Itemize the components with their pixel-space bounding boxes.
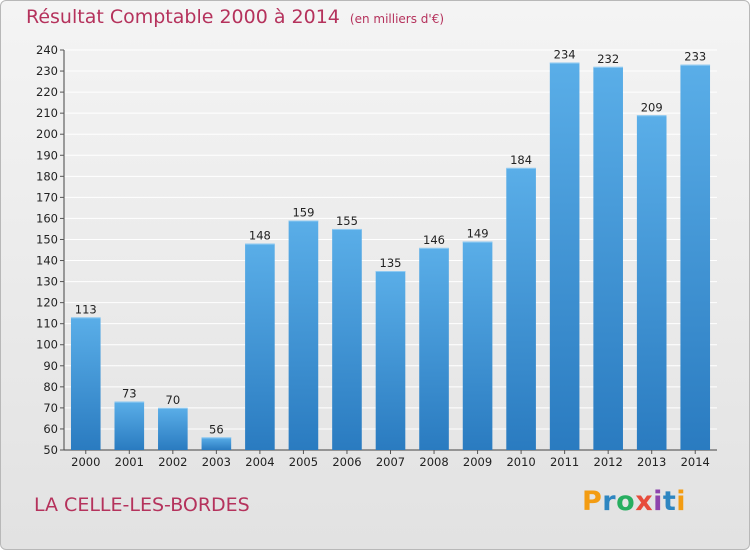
bar-2002 xyxy=(158,407,188,450)
x-tick-label: 2007 xyxy=(376,455,405,469)
y-tick-label: 150 xyxy=(36,232,58,246)
logo-letter: r xyxy=(602,486,617,517)
data-label-2012: 232 xyxy=(597,52,619,66)
logo-letter: i xyxy=(676,486,687,517)
x-tick-label: 2013 xyxy=(637,455,666,469)
y-tick-label: 130 xyxy=(36,275,58,289)
bar-2001 xyxy=(114,401,145,450)
data-label-2006: 155 xyxy=(336,214,358,228)
y-tick-labels: 50 60 70 80 90 100 110 120 130 140 150 160 170 180 190… xyxy=(36,43,64,457)
bar-2013 xyxy=(636,115,667,451)
data-label-2014: 233 xyxy=(684,50,706,64)
x-tick-label: 2001 xyxy=(115,455,144,469)
data-label-2003: 56 xyxy=(209,422,224,436)
data-label-2013: 209 xyxy=(641,100,663,114)
y-tick-label: 100 xyxy=(36,338,58,352)
y-tick-label: 50 xyxy=(43,443,58,457)
x-tick-label: 2010 xyxy=(506,455,535,469)
data-label-2011: 234 xyxy=(554,48,576,62)
y-tick-label: 120 xyxy=(36,296,58,310)
x-tick-label: 2003 xyxy=(202,455,231,469)
bar-2006 xyxy=(332,228,362,450)
data-label-2007: 135 xyxy=(380,256,402,270)
x-tick-label: 2012 xyxy=(594,455,623,469)
bar-2014 xyxy=(680,64,711,450)
y-tick-label: 210 xyxy=(36,106,58,120)
y-tick-label: 160 xyxy=(36,211,58,225)
logo-letter: P xyxy=(582,486,603,517)
y-tick-label: 140 xyxy=(36,254,58,268)
chart-subtitle: (en milliers d'€) xyxy=(349,12,445,26)
y-tick-label: 220 xyxy=(36,85,58,99)
x-tick-label: 2004 xyxy=(245,455,274,469)
x-tick-label: 2005 xyxy=(289,455,318,469)
y-tick-label: 240 xyxy=(36,43,58,57)
bar-2000 xyxy=(70,317,101,450)
y-tick-label: 110 xyxy=(36,317,58,331)
chart-title: Résultat Comptable 2000 à 2014 (en millie… xyxy=(26,6,444,28)
logo-letter: t xyxy=(662,486,677,517)
y-tick-label: 70 xyxy=(43,401,58,415)
bar-2007 xyxy=(375,271,406,450)
data-label-2008: 146 xyxy=(423,233,445,247)
data-label-2001: 73 xyxy=(122,387,137,401)
x-tick-labels: 2000 2001 2002 2003 2004 2005 2006 2007 2008 2009… xyxy=(71,450,710,469)
y-tick-label: 170 xyxy=(36,190,58,204)
data-label-2005: 159 xyxy=(292,206,314,220)
chart-title-text: Résultat Comptable 2000 à 2014 xyxy=(26,6,340,28)
data-label-2009: 149 xyxy=(467,227,489,241)
y-tick-label: 60 xyxy=(43,422,58,436)
bar-2012 xyxy=(593,66,623,450)
y-tick-label: 90 xyxy=(43,359,58,373)
bar-2003 xyxy=(201,437,232,450)
x-tick-label: 2008 xyxy=(419,455,448,469)
bar-2005 xyxy=(288,220,319,450)
bar-2010 xyxy=(506,167,536,451)
y-tick-label: 230 xyxy=(36,64,58,78)
proxiti-logo: Proxiti xyxy=(582,486,686,517)
x-tick-label: 2009 xyxy=(463,455,492,469)
place-name: LA CELLE-LES-BORDES xyxy=(34,494,250,516)
y-tick-label: 180 xyxy=(36,169,58,183)
data-labels: 113 73 70 56 148 159 155 135 146 149 184 234 232 209 2… xyxy=(75,48,706,437)
data-label-2000: 113 xyxy=(75,302,97,316)
bar-2004 xyxy=(245,243,275,450)
x-tick-label: 2000 xyxy=(71,455,100,469)
bar-2008 xyxy=(419,247,449,450)
bars xyxy=(70,62,711,451)
logo-letter: o xyxy=(616,486,636,517)
y-tick-label: 200 xyxy=(36,127,58,141)
data-label-2010: 184 xyxy=(510,153,532,167)
bar-2011 xyxy=(549,62,580,450)
logo-letter: x xyxy=(635,486,654,517)
x-tick-label: 2002 xyxy=(158,455,187,469)
x-tick-label: 2014 xyxy=(681,455,710,469)
x-tick-label: 2006 xyxy=(332,455,361,469)
bar-2009 xyxy=(462,241,493,450)
data-label-2004: 148 xyxy=(249,229,271,243)
logo-letter: i xyxy=(653,486,663,517)
y-tick-label: 80 xyxy=(43,380,58,394)
x-tick-label: 2011 xyxy=(550,455,579,469)
y-tick-label: 190 xyxy=(36,148,58,162)
data-label-2002: 70 xyxy=(166,393,181,407)
